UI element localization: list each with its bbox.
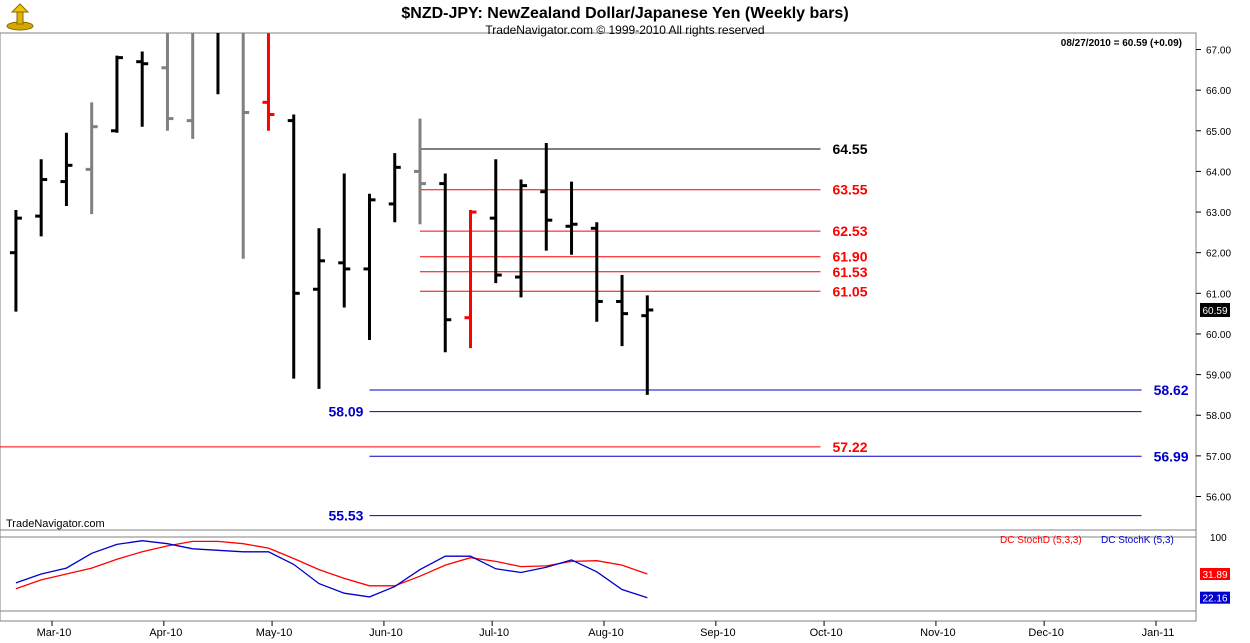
ohlc-bar bbox=[287, 114, 300, 379]
stochastic-value-tag bbox=[1200, 591, 1230, 604]
ohlc-bar bbox=[414, 118, 426, 225]
y-tick-label: 58.00 bbox=[1206, 411, 1231, 422]
x-tick-label: Nov-10 bbox=[920, 627, 955, 639]
stochk-line bbox=[15, 540, 648, 599]
trade-navigator-logo-icon bbox=[6, 3, 34, 31]
level-label: 57.22 bbox=[832, 439, 867, 455]
legend-stochk: DC StochK (5,3) bbox=[1101, 535, 1174, 546]
price-y-axis: 56.00 57.00 58.00 59.00 60.00 61.00 62.00 63.00… bbox=[1196, 46, 1231, 504]
ohlc-bar bbox=[515, 179, 528, 298]
ohlc-bar bbox=[439, 173, 452, 353]
last-price-tag bbox=[1200, 302, 1230, 317]
x-tick-label: Oct-10 bbox=[810, 627, 843, 639]
x-axis: Mar-10 Apr-10 May-10 Jun-10 Jul-10 Aug-10 Sep-… bbox=[37, 621, 1175, 639]
level-label: 58.09 bbox=[328, 404, 363, 420]
ohlc-bar bbox=[161, 33, 174, 131]
y-tick-label: 66.00 bbox=[1206, 86, 1231, 97]
x-tick-label: Dec-10 bbox=[1028, 627, 1063, 639]
y-tick-label: 64.00 bbox=[1206, 167, 1231, 178]
y-tick-label: 61.00 bbox=[1206, 289, 1231, 300]
watermark-text: TradeNavigator.com bbox=[6, 518, 105, 530]
ohlc-bar bbox=[616, 275, 629, 347]
y-tick-label: 59.00 bbox=[1206, 371, 1231, 382]
stochastic-y-tick-label: 100 bbox=[1210, 533, 1227, 544]
chart-title: $NZD-JPY: NewZealand Dollar/Japanese Yen… bbox=[401, 5, 848, 22]
level-label: 56.99 bbox=[1154, 448, 1189, 464]
y-tick-label: 67.00 bbox=[1206, 46, 1231, 57]
level-label: 61.90 bbox=[832, 249, 867, 265]
last-price-label: 60.59 bbox=[1202, 306, 1227, 317]
last-quote-text: 08/27/2010 = 60.59 (+0.09) bbox=[1061, 38, 1182, 49]
stochastic-lines bbox=[15, 540, 648, 599]
x-tick-label: Jan-11 bbox=[1142, 627, 1175, 639]
x-tick-label: Sep-10 bbox=[700, 627, 735, 639]
ohlc-bar bbox=[641, 295, 654, 395]
y-tick-label: 56.00 bbox=[1206, 493, 1231, 504]
ohlc-bar bbox=[363, 193, 376, 341]
ohlc-bar bbox=[565, 181, 578, 255]
ohlc-bar bbox=[262, 33, 275, 131]
stochd-line bbox=[15, 540, 648, 590]
copyright-text: TradeNavigator.com © 1999-2010 All right… bbox=[485, 23, 764, 37]
x-tick-label: May-10 bbox=[256, 627, 293, 639]
ohlc-bars bbox=[9, 33, 654, 395]
ohlc-bar bbox=[110, 55, 123, 133]
ohlc-bar bbox=[60, 132, 73, 206]
ohlc-bar bbox=[241, 33, 250, 259]
level-label: 61.05 bbox=[832, 283, 867, 299]
y-tick-label: 65.00 bbox=[1206, 127, 1231, 138]
ohlc-bar bbox=[464, 210, 477, 349]
ohlc-bar bbox=[216, 33, 220, 95]
ohlc-bar bbox=[338, 173, 351, 308]
ohlc-bar bbox=[9, 210, 22, 312]
level-label: 62.53 bbox=[832, 223, 867, 239]
ohlc-bar bbox=[489, 159, 502, 284]
ohlc-bar bbox=[388, 153, 401, 223]
level-label: 55.53 bbox=[328, 508, 363, 524]
y-tick-label: 63.00 bbox=[1206, 208, 1231, 219]
x-tick-label: Jul-10 bbox=[479, 627, 509, 639]
x-tick-label: Aug-10 bbox=[588, 627, 623, 639]
ohlc-bar bbox=[590, 222, 603, 322]
level-label: 63.55 bbox=[832, 182, 867, 198]
ohlc-bar bbox=[136, 51, 149, 127]
ohlc-bar bbox=[85, 102, 98, 215]
x-tick-label: Mar-10 bbox=[37, 627, 72, 639]
y-tick-label: 60.00 bbox=[1206, 330, 1231, 341]
x-tick-label: Jun-10 bbox=[369, 627, 403, 639]
stochastic-plot-area bbox=[0, 529, 1197, 622]
ohlc-bar bbox=[35, 159, 48, 237]
ohlc-bar bbox=[540, 142, 553, 251]
level-label: 64.55 bbox=[832, 141, 867, 157]
ohlc-bar bbox=[312, 228, 325, 389]
stochastic-value-label: 31.89 bbox=[1202, 570, 1227, 581]
x-tick-label: Apr-10 bbox=[149, 627, 182, 639]
legend-stochd: DC StochD (5,3,3) bbox=[1000, 535, 1082, 546]
y-tick-label: 62.00 bbox=[1206, 249, 1231, 260]
level-label: 61.53 bbox=[832, 264, 867, 280]
stochastic-value-label: 22.16 bbox=[1202, 594, 1227, 605]
level-label: 58.62 bbox=[1154, 382, 1189, 398]
y-tick-label: 57.00 bbox=[1206, 452, 1231, 463]
ohlc-bar bbox=[186, 33, 195, 139]
stochastic-reference-lines bbox=[0, 536, 1196, 612]
stochastic-value-tag bbox=[1200, 568, 1230, 580]
